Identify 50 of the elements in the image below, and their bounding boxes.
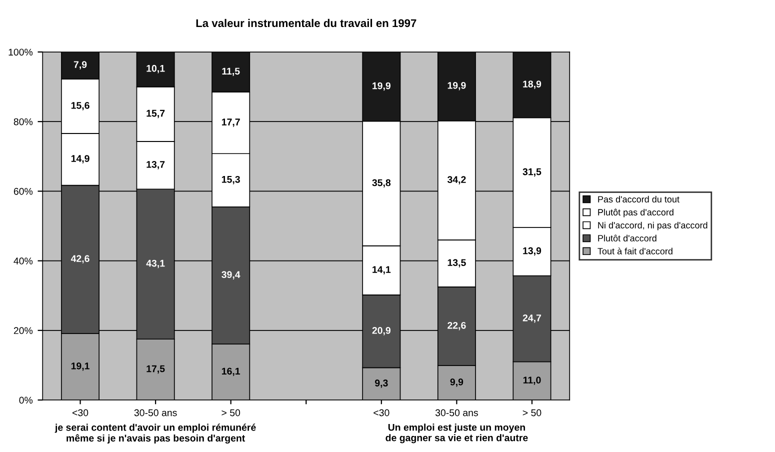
data-label: 9,3	[374, 380, 388, 388]
data-label: 19,9	[372, 82, 391, 91]
data-label: 14,9	[71, 155, 90, 164]
y-tick-label: 80%	[14, 118, 33, 126]
data-label: 7,9	[74, 61, 87, 70]
x-tick-label: <30	[374, 409, 390, 416]
legend-label: Pas d'accord du tout	[598, 196, 680, 202]
y-tick-label: 0%	[19, 396, 33, 404]
data-label: 24,7	[522, 314, 542, 323]
data-label: 35,8	[372, 179, 391, 188]
data-label: 13,9	[523, 247, 542, 256]
data-label: 16,1	[222, 368, 240, 376]
data-label: 31,5	[522, 168, 542, 177]
x-tick-label: > 50	[522, 409, 542, 416]
x-tick-label: 30-50 ans	[435, 409, 478, 416]
data-label: 18,9	[523, 80, 542, 89]
legend-label: Plutôt pas d'accord	[598, 208, 674, 218]
data-label: 13,5	[448, 259, 466, 268]
y-tick-label: 100%	[8, 48, 33, 56]
data-label: 17,5	[146, 365, 165, 374]
data-label: 15,6	[71, 102, 90, 110]
data-label: 15,7	[146, 110, 165, 118]
data-label: 17,7	[222, 118, 240, 127]
x-tick-label: 30-50 ans	[134, 409, 177, 416]
data-label: 39,4	[222, 271, 240, 280]
data-label: 43,1	[146, 260, 165, 268]
data-label: 22,6	[448, 322, 466, 330]
data-label: 19,9	[448, 82, 466, 90]
data-label: 19,1	[71, 362, 90, 371]
legend-label: Plutôt d'accord	[598, 234, 656, 242]
text: je serai content d'avoir un emploi rémunéré même si je n'avais pas besoin d'argent	[54, 424, 256, 444]
y-tick-label: 20%	[14, 327, 33, 334]
legend-label: Ni d'accord, ni pas d'accord	[598, 222, 708, 230]
data-label: 15,3	[222, 176, 240, 184]
data-label: 14,1	[372, 266, 391, 274]
text: Un emploi est juste un moyen de gagner sa vie et rien d'autre	[386, 424, 528, 444]
legend-label: Tout à fait d'accord	[598, 248, 672, 254]
y-tick-label: 40%	[14, 258, 33, 264]
y-tick-label: 60%	[14, 188, 33, 195]
data-label: 9,9	[450, 378, 464, 387]
data-label: 34,2	[447, 176, 466, 184]
data-label: 20,9	[372, 327, 391, 336]
data-label: 10,1	[146, 64, 165, 74]
chart-title: La valeur instrumentale du travail en 1997	[196, 18, 416, 28]
data-label: 13,7	[146, 160, 165, 170]
data-label: 42,6	[70, 255, 90, 264]
data-label: 11,0	[523, 376, 541, 385]
x-tick-label: > 50	[222, 409, 240, 416]
x-tick-label: <30	[72, 409, 88, 416]
data-label: 11,5	[222, 68, 240, 76]
